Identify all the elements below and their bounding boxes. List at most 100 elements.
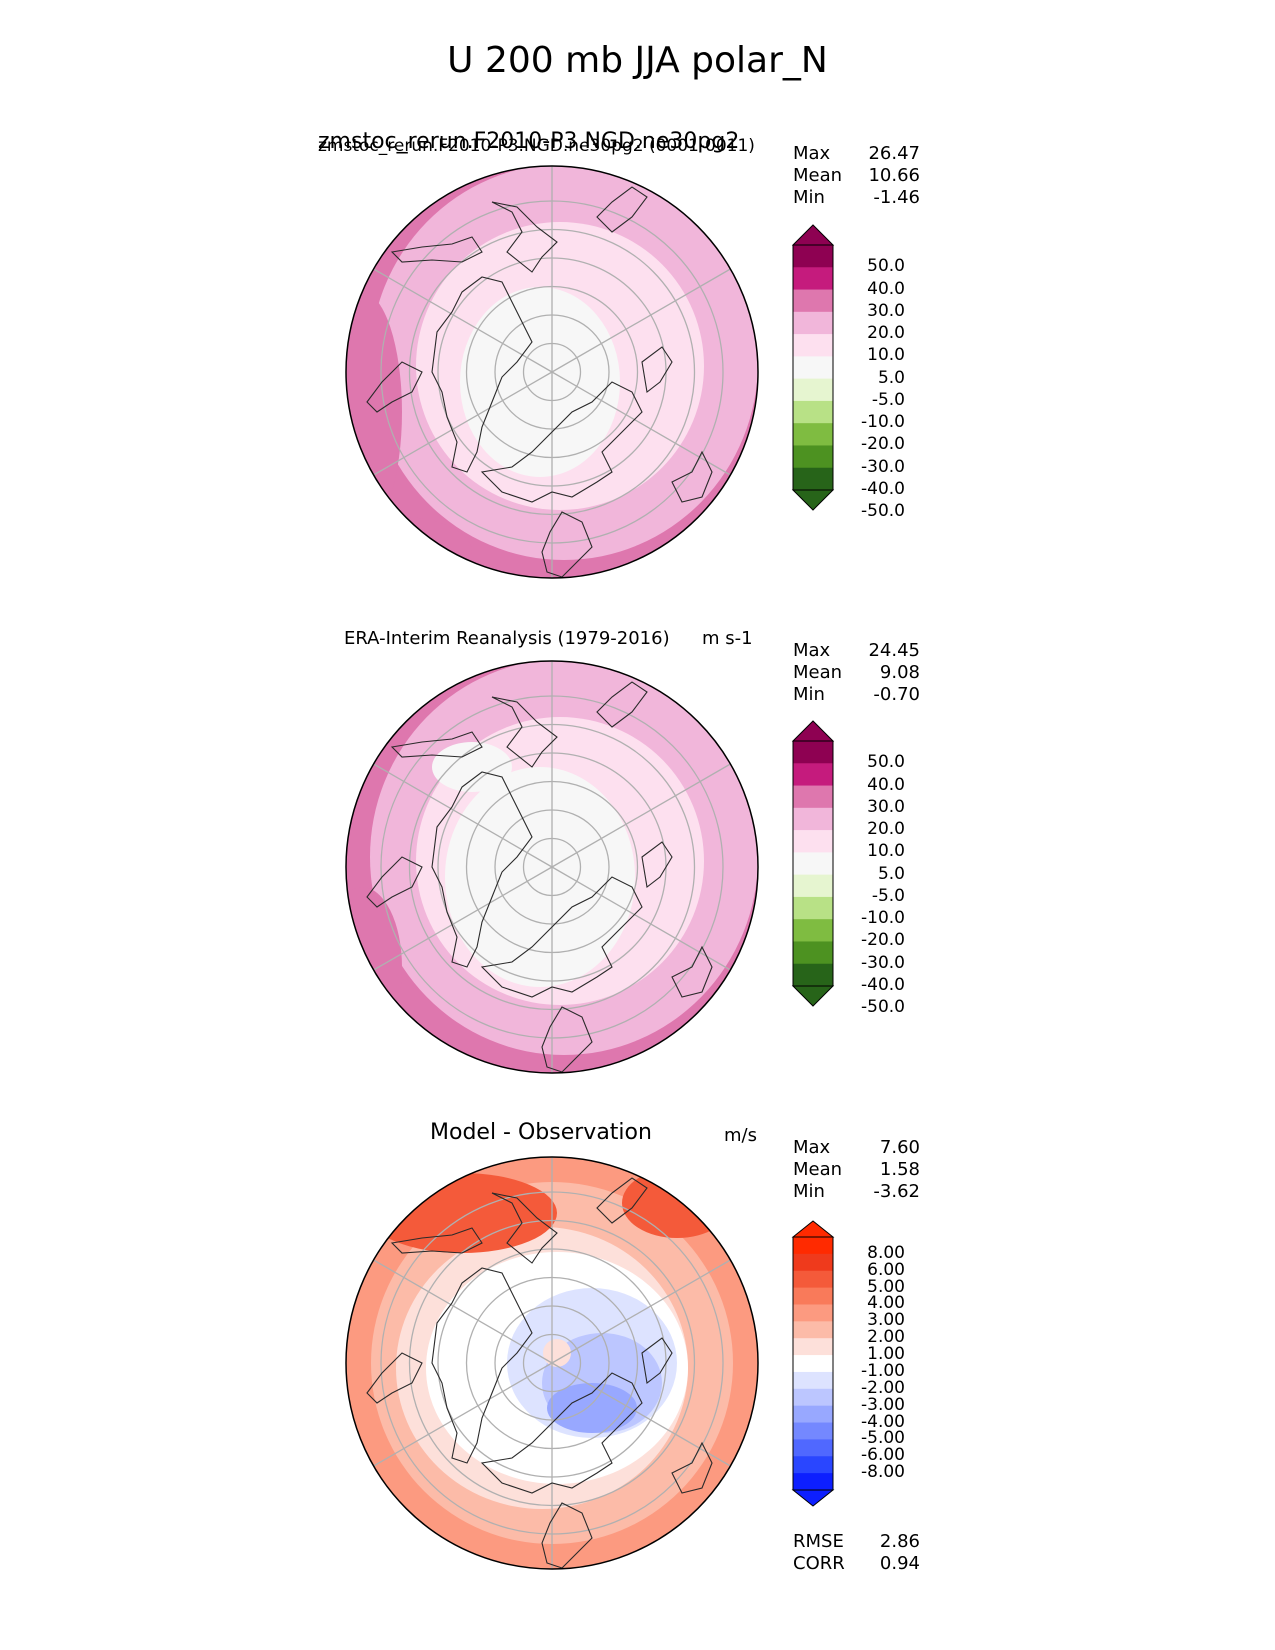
test-title-large: zmstoc_rerun.F2010-P3.NGD.ne30pg2: [318, 129, 740, 154]
colorbar-tick-label: -5.0: [871, 885, 905, 906]
colorbar-tick-label: 2.00: [867, 1327, 905, 1348]
meridian-line: [551, 1259, 731, 1364]
colorbar-diff: [791, 1220, 835, 1507]
colorbar-segment: [793, 919, 833, 942]
colorbar-tick-label: -50.0: [861, 997, 905, 1018]
colorbar-segment: [793, 874, 833, 898]
test-title-small: zmstoc_rerun.F2010-P3.NGD.ne30pg2 (0001-…: [318, 136, 755, 156]
diff-max-label: Max: [793, 1137, 831, 1158]
diff-units: m/s: [724, 1125, 757, 1146]
colorbar-tick-label: 4.00: [867, 1293, 905, 1314]
coastline: [491, 201, 558, 273]
meridian-line: [373, 866, 553, 971]
diff-mean-label: Mean: [793, 1159, 843, 1180]
colorbar-tick-label: 50.0: [867, 256, 905, 277]
colorbar-tick-label: -40.0: [861, 479, 905, 499]
colorbar-segment: [793, 1355, 833, 1373]
colorbar-tick-label: 20.0: [867, 323, 905, 344]
colorbar-segment: [793, 334, 833, 357]
colorbar-tick-label: -30.0: [861, 952, 905, 973]
field-patch-0b: [432, 742, 512, 792]
coastline: [641, 346, 673, 393]
coastline: [366, 1352, 423, 1404]
map-field-diff: [346, 1157, 758, 1569]
meridian-line: [373, 371, 553, 476]
test-min-value: -1.46: [873, 187, 920, 208]
colorbar-segment: [793, 941, 833, 965]
ref-min-value: -0.70: [873, 684, 920, 705]
diff-mean-value: 1.58: [879, 1159, 920, 1180]
colorbar-segment: [793, 356, 833, 380]
colorbar-segment: [793, 741, 833, 764]
colorbar-segment: [793, 467, 833, 491]
field-band-0: [460, 287, 620, 477]
colorbar-tick-label: 30.0: [867, 300, 905, 321]
coastline: [541, 1006, 593, 1073]
colorbar-segment: [793, 830, 833, 853]
meridian-line: [551, 1362, 731, 1467]
colorbar-segment: [793, 1422, 833, 1440]
field-patch-pos5: [622, 1168, 732, 1238]
colorbar-tick-label: -3.00: [861, 1394, 905, 1415]
graticule-ref: [373, 661, 731, 1073]
colorbar-extend-max: [791, 1220, 835, 1238]
coastline: [366, 361, 423, 413]
colorbar-tick-label: -5.00: [861, 1428, 905, 1449]
colorbar-tick-label: 10.0: [867, 841, 905, 862]
colorbar-ref: [791, 720, 835, 1007]
colorbar-segment: [793, 1473, 833, 1491]
colorbar-segment: [793, 1287, 833, 1305]
colorbar-tick-label: -8.00: [861, 1462, 905, 1483]
coastline: [390, 731, 483, 758]
colorbar-segment: [793, 1371, 833, 1390]
coastline: [596, 1177, 648, 1224]
corr-label: CORR: [793, 1553, 845, 1574]
meridian-line: [373, 1362, 553, 1467]
coastlines-test: [366, 186, 713, 578]
colorbar-tick-label: 6.00: [867, 1259, 905, 1280]
colorbar-extend-min: [791, 985, 835, 1007]
colorbar-segment: [793, 1388, 833, 1407]
colorbar-extend-max: [791, 224, 835, 246]
colorbar-tick-label: 5.0: [877, 863, 905, 884]
colorbar-tick-label: 5.00: [867, 1276, 905, 1297]
map-field-ref: [346, 661, 758, 1073]
rmse-label: RMSE: [793, 1531, 844, 1552]
colorbar-segment: [793, 852, 833, 876]
colorbar-tick-label: 10.0: [867, 345, 905, 366]
coastline: [480, 876, 643, 998]
map-outline-ref: [345, 660, 759, 1074]
ref-min-label: Min: [793, 684, 825, 705]
colorbar-tick-label: -20.0: [861, 434, 905, 455]
field-patch-pos-center: [543, 1339, 571, 1367]
coastline: [431, 771, 533, 968]
coastlines-ref: [366, 681, 713, 1073]
rmse-value: 2.86: [879, 1531, 920, 1552]
colorbar-tick-label: -10.0: [861, 908, 905, 929]
diff-title: Model - Observation: [430, 1120, 652, 1145]
colorbar-extend-max: [791, 720, 835, 742]
colorbar-segment: [793, 1321, 833, 1339]
colorbar-segment: [793, 378, 833, 402]
ref-title: ERA-Interim Reanalysis (1979-2016): [344, 628, 670, 649]
coastline: [671, 1441, 713, 1494]
colorbar-segment: [793, 1439, 833, 1457]
colorbar-segment: [793, 1338, 833, 1356]
colorbar-segment: [793, 289, 833, 313]
colorbar-tick-label: -5.0: [871, 389, 905, 410]
colorbar-tick-label: 30.0: [867, 796, 905, 817]
colorbar-tick-label: -40.0: [861, 975, 905, 995]
coastline: [480, 381, 643, 503]
meridian-line: [551, 866, 731, 971]
colorbar-segment: [793, 311, 833, 335]
diff-min-label: Min: [793, 1181, 825, 1202]
coastline: [541, 511, 593, 578]
test-max-value: 26.47: [868, 143, 920, 164]
colorbar-tick-label: 20.0: [867, 819, 905, 840]
ref-max-value: 24.45: [868, 640, 920, 661]
map-outline-diff: [345, 1156, 759, 1570]
field-patch-30: [346, 292, 402, 532]
colorbar-tick-label: 8.00: [867, 1242, 905, 1263]
colorbar-tick-label: -2.00: [861, 1377, 905, 1398]
